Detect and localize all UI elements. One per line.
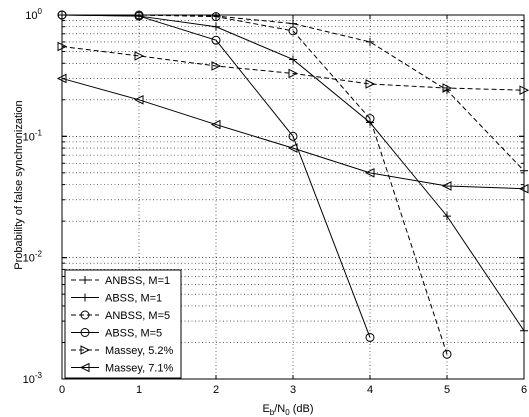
plus-marker xyxy=(212,12,220,21)
series-4 xyxy=(57,10,375,342)
series-line xyxy=(62,14,448,355)
circle-marker xyxy=(365,332,375,342)
y-axis-label: Probability of false synchronization xyxy=(13,100,25,269)
circle-marker xyxy=(211,12,221,22)
series-line xyxy=(61,77,525,190)
circle-marker xyxy=(442,349,452,359)
legend: ANBSS, M=1 ABSS, M=1 ANBSS, M=5 ABSS, M=5 Ma… xyxy=(64,269,182,379)
plus-marker xyxy=(212,22,220,31)
x-tick-label: 3 xyxy=(290,384,296,396)
plus-marker xyxy=(289,55,297,64)
triangle-left-marker xyxy=(79,362,90,373)
series-layer xyxy=(56,10,529,359)
triangle-right-marker xyxy=(57,41,68,52)
y-tick-label: 10-1 xyxy=(23,128,43,143)
triangle-right-marker xyxy=(365,79,376,89)
triangle-left-marker xyxy=(518,183,529,194)
circle-marker xyxy=(288,26,298,36)
triangle-left-marker xyxy=(133,94,144,105)
triangle-right-marker xyxy=(442,83,453,93)
legend-label: Massey, 7.1% xyxy=(105,363,173,375)
y-tick-label: 10-3 xyxy=(23,371,43,386)
x-tick-label: 0 xyxy=(59,384,65,396)
circle-marker xyxy=(211,35,221,45)
legend-label: ANBSS, M=5 xyxy=(105,310,170,322)
x-tick-label: 6 xyxy=(521,384,527,396)
plus-marker xyxy=(443,212,451,221)
plus-marker xyxy=(81,276,89,284)
circle-marker xyxy=(288,131,298,141)
triangle-left-marker xyxy=(441,181,452,191)
plus-marker xyxy=(366,37,374,46)
plus-marker xyxy=(520,166,528,175)
legend-label: ANBSS, M=1 xyxy=(105,275,170,287)
triangle-right-marker xyxy=(288,68,299,79)
circle-marker xyxy=(134,11,144,21)
series-line xyxy=(61,14,371,338)
circle-marker xyxy=(365,114,375,124)
legend-box xyxy=(64,269,182,379)
plus-marker xyxy=(289,19,297,28)
y-tick-label: 10-2 xyxy=(23,250,43,265)
legend-label: Massey, 5.2% xyxy=(105,345,173,357)
triangle-right-marker xyxy=(211,61,222,71)
x-tick-label: 2 xyxy=(213,384,219,396)
triangle-left-marker xyxy=(210,119,221,130)
legend-label: ABSS, M=5 xyxy=(105,328,162,340)
plus-marker xyxy=(81,293,89,302)
x-tick-label: 5 xyxy=(444,384,450,396)
triangle-left-marker xyxy=(287,143,298,153)
triangle-left-marker xyxy=(364,168,375,178)
x-tick-label: 1 xyxy=(136,384,142,396)
circle-marker xyxy=(80,328,90,337)
plus-marker xyxy=(520,326,528,335)
y-tick-label: 100 xyxy=(25,7,42,22)
series-6 xyxy=(56,73,529,194)
series-line xyxy=(61,46,525,91)
series-5 xyxy=(57,41,529,96)
circle-marker xyxy=(80,310,90,320)
circle-marker xyxy=(57,10,67,20)
triangle-left-marker xyxy=(56,73,67,84)
triangle-right-marker xyxy=(519,85,529,96)
x-tick-label: 4 xyxy=(367,384,373,396)
legend-label: ABSS, M=1 xyxy=(105,293,162,305)
triangle-right-marker xyxy=(80,345,91,355)
triangle-right-marker xyxy=(134,51,145,61)
x-axis-label: Eb/N0 (dB) xyxy=(262,403,313,417)
